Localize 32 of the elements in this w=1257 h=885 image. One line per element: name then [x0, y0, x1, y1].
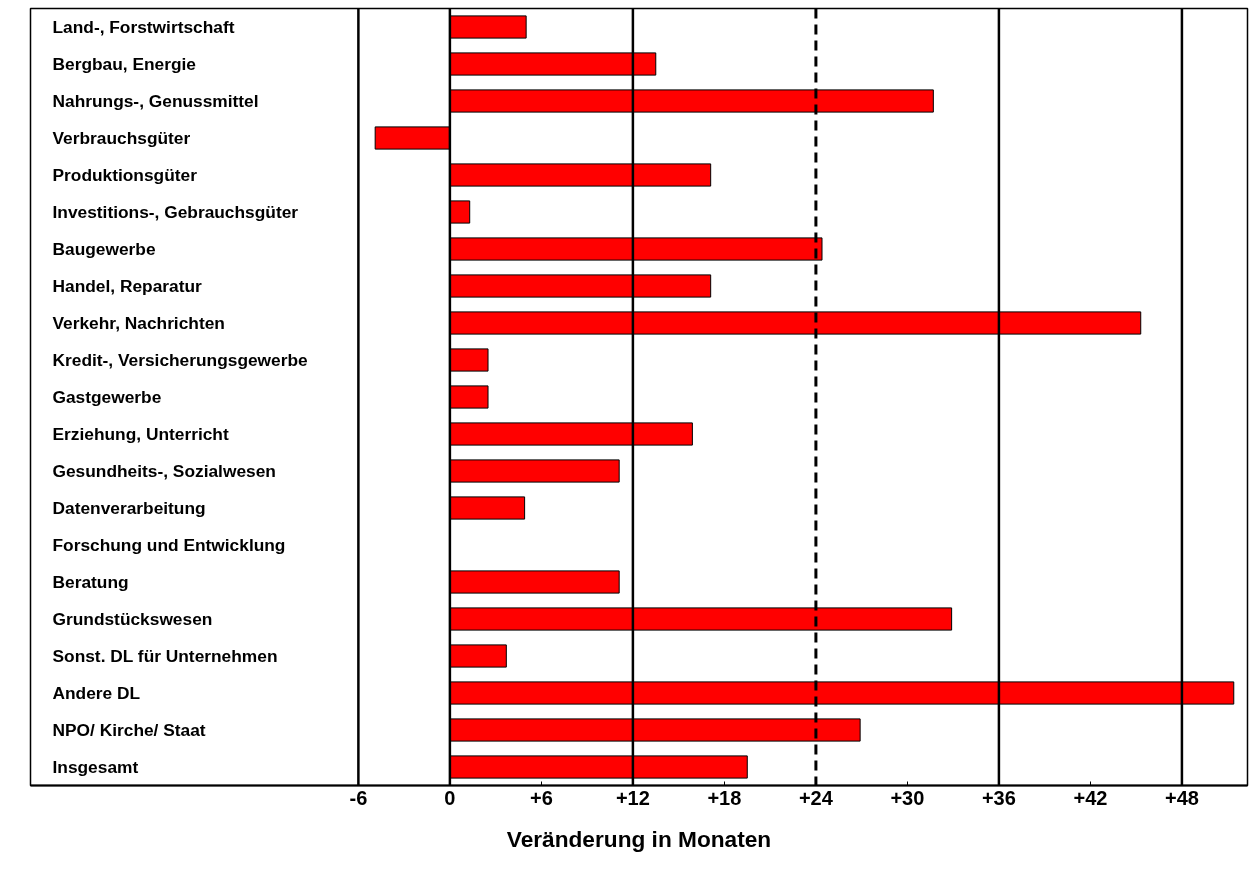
y-tick-label: Erziehung, Unterricht	[52, 424, 229, 444]
y-tick-label: Sonst. DL für Unternehmen	[52, 646, 278, 666]
y-tick-label: Handel, Reparatur	[52, 276, 203, 296]
y-tick-label: Land-, Forstwirtschaft	[52, 17, 235, 37]
y-tick-label: Gastgewerbe	[52, 387, 162, 407]
y-tick-label: Verkehr, Nachrichten	[52, 313, 225, 333]
x-tick-label: +42	[1073, 786, 1108, 809]
x-tick-label: +18	[707, 786, 742, 809]
y-tick-label: Investitions-, Gebrauchsgüter	[52, 202, 299, 222]
y-tick-label: Baugewerbe	[52, 239, 156, 259]
y-tick-label: Produktionsgüter	[52, 165, 198, 185]
y-tick-label: Grundstückswesen	[52, 609, 213, 629]
x-tick-label: +36	[981, 786, 1016, 809]
y-tick-label: Bergbau, Energie	[52, 54, 197, 74]
y-tick-label: Andere DL	[52, 683, 141, 703]
y-tick-label: Datenverarbeitung	[52, 498, 206, 518]
y-tick-label: Insgesamt	[52, 757, 139, 777]
y-tick-label: Gesundheits-, Sozialwesen	[52, 461, 276, 481]
x-axis-title: Veränderung in Monaten	[506, 825, 772, 852]
x-tick-label: +24	[798, 786, 834, 809]
x-tick-label: +12	[615, 786, 650, 809]
x-tick-label: +48	[1164, 786, 1199, 809]
y-tick-label: Beratung	[52, 572, 129, 592]
y-tick-label: Nahrungs-, Genussmittel	[52, 91, 259, 111]
x-tick-label: +6	[529, 786, 553, 809]
y-tick-label: Forschung und Entwicklung	[52, 535, 286, 555]
y-tick-label: NPO/ Kirche/ Staat	[52, 720, 206, 740]
x-tick-label: +30	[890, 786, 925, 809]
x-tick-label: 0	[444, 786, 456, 809]
x-tick-label: -6	[349, 786, 368, 809]
y-tick-label: Verbrauchsgüter	[52, 128, 191, 148]
y-tick-label: Kredit-, Versicherungsgewerbe	[52, 350, 309, 370]
